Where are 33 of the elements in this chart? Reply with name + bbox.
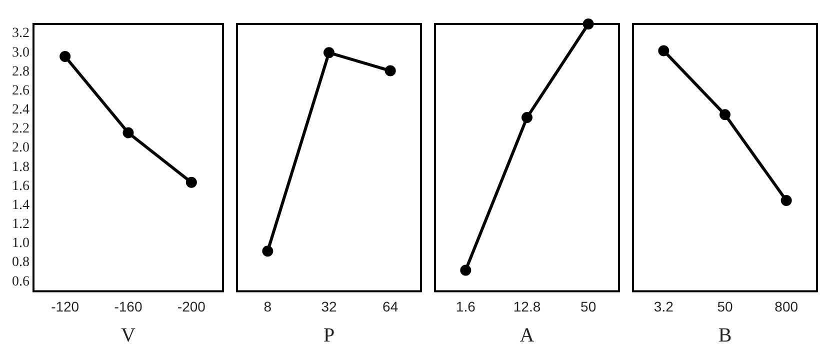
x-axis-title: P: [323, 324, 335, 346]
x-axis-title: A: [520, 324, 535, 346]
y-tick-label: 0.8: [12, 255, 30, 270]
y-tick-label: 1.6: [12, 178, 30, 194]
x-tick-label: 32: [321, 298, 337, 314]
y-tick-label: 1.2: [12, 217, 30, 232]
x-tick-label: 8: [264, 298, 272, 314]
y-tick-label: 2.0: [12, 140, 30, 156]
y-tick-label: 3.2: [12, 26, 30, 42]
y-tick-label: 2.4: [12, 102, 30, 118]
y-tick-label: 2.6: [12, 83, 30, 98]
y-tick-label: 3.0: [12, 45, 30, 60]
x-tick-label: 3.2: [654, 298, 674, 314]
y-tick-label: 0.6: [12, 274, 30, 290]
y-tick-label: 1.8: [12, 160, 30, 175]
x-tick-label: 12.8: [513, 298, 541, 314]
x-tick-label: -120: [51, 298, 80, 314]
x-tick-label: 1.6: [456, 298, 476, 314]
y-tick-label: 2.8: [12, 64, 30, 80]
x-axis-title: B: [718, 324, 732, 346]
y-tick-label: 1.0: [12, 236, 30, 252]
y-tick-label: 2.2: [12, 122, 30, 137]
x-tick-label: 50: [580, 298, 596, 314]
x-tick-label: 50: [717, 298, 733, 314]
x-axis-title: V: [121, 324, 136, 346]
x-tick-label: 800: [774, 298, 798, 314]
x-tick-label: -200: [177, 298, 206, 314]
x-tick-label: 64: [382, 298, 398, 314]
point: [186, 176, 197, 188]
x-tick-label: -160: [114, 298, 142, 314]
point: [122, 127, 134, 138]
y-tick-label: 1.4: [12, 198, 30, 213]
point: [60, 50, 71, 62]
